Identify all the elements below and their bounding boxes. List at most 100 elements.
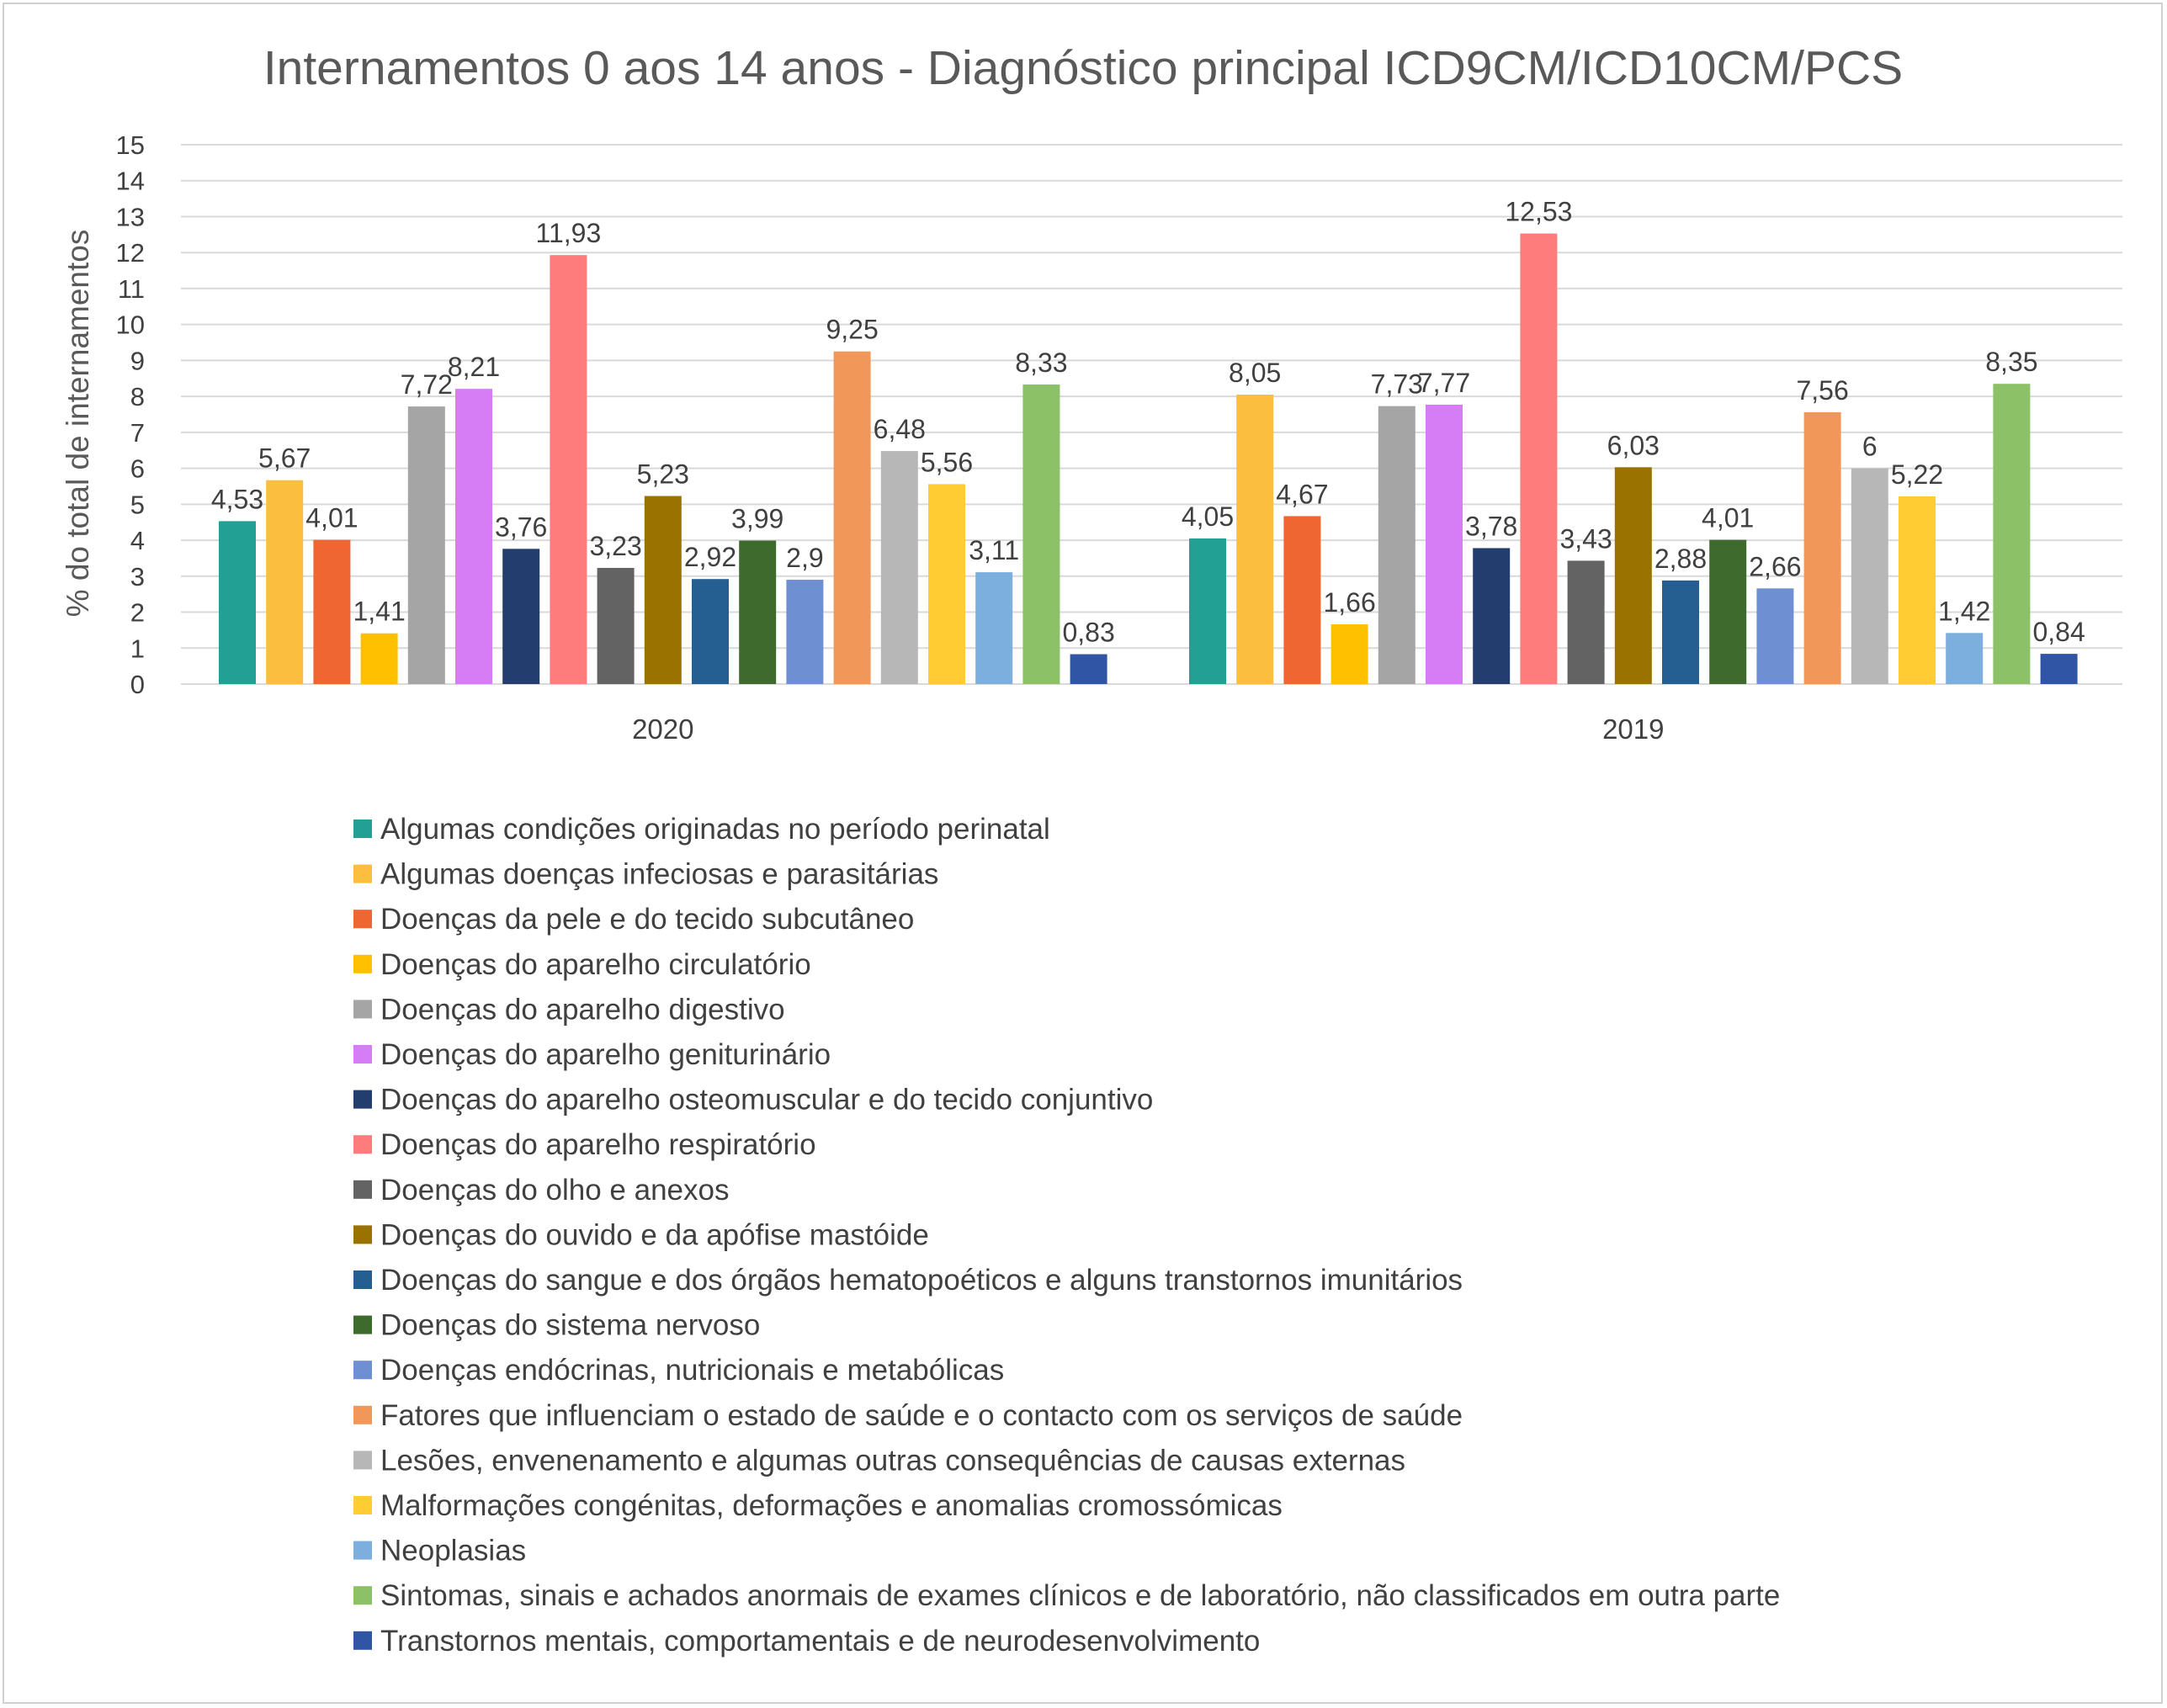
data-label: 2,66 <box>1749 551 1801 581</box>
data-label: 2,88 <box>1654 544 1707 574</box>
data-label: 9,25 <box>826 315 878 345</box>
bar <box>1756 588 1794 684</box>
bar <box>360 633 398 684</box>
bar <box>1567 560 1605 684</box>
bar <box>1946 633 1984 684</box>
bar <box>1851 468 1888 684</box>
bar <box>1189 538 1226 684</box>
data-label: 3,11 <box>969 535 1019 565</box>
bar <box>313 539 351 684</box>
y-tick-label: 0 <box>130 670 145 699</box>
bar <box>455 389 492 684</box>
legend-label: Doenças do aparelho respiratório <box>380 1128 816 1161</box>
legend-swatch <box>353 1361 372 1380</box>
legend-swatch <box>353 1045 372 1064</box>
legend-swatch <box>353 1270 372 1289</box>
y-axis-label: % do total de internamentos <box>61 230 95 618</box>
data-label: 4,01 <box>305 503 358 533</box>
data-label: 7,73 <box>1371 369 1423 400</box>
bar <box>219 521 256 684</box>
bar <box>928 484 965 684</box>
legend-swatch <box>353 1225 372 1244</box>
data-label: 3,43 <box>1559 523 1612 554</box>
data-label: 2,92 <box>684 542 736 572</box>
bar <box>786 580 824 684</box>
y-tick-label: 1 <box>130 634 145 663</box>
data-label: 3,23 <box>589 531 641 561</box>
data-labels: 4,53 5,67 4,01 1,41 7,728,21 3,76 11,93 3,23 5,2… <box>211 197 2085 648</box>
bar <box>1022 385 1060 684</box>
data-label: 5,23 <box>637 459 689 490</box>
legend-label: Algumas doenças infeciosas e parasitária… <box>380 858 938 891</box>
legend-label: Doenças do aparelho digestivo <box>380 993 785 1026</box>
bar <box>833 351 871 684</box>
data-label: 8,21 <box>448 352 500 382</box>
y-tick-label: 15 <box>116 130 145 160</box>
legend-swatch <box>353 1090 372 1109</box>
bar <box>266 480 304 684</box>
bar <box>1993 384 2031 684</box>
data-label: 3,76 <box>495 512 547 542</box>
bar <box>1662 580 1699 684</box>
legend-swatch <box>353 864 372 883</box>
bar <box>1070 654 1107 684</box>
y-tick-label: 10 <box>116 310 145 340</box>
data-label: 7,56 <box>1796 375 1848 406</box>
legend-label: Doenças do aparelho osteomuscular e do t… <box>380 1084 1153 1117</box>
data-label: 1,42 <box>1938 596 1990 626</box>
bar <box>550 255 587 684</box>
legend-swatch <box>353 1180 372 1199</box>
bar <box>1520 233 1558 684</box>
bar <box>1899 496 1936 684</box>
bar <box>1330 624 1368 684</box>
data-label: 6,03 <box>1607 430 1660 460</box>
x-axis-categories: 2020 2019 <box>632 713 1664 745</box>
x-category-label: 2020 <box>632 713 693 745</box>
y-tick-label: 8 <box>130 382 145 411</box>
legend-label: Doenças do olho e anexos <box>380 1174 729 1207</box>
y-tick-label: 4 <box>130 526 145 555</box>
legend-swatch <box>353 1135 372 1154</box>
bar <box>1614 467 1652 684</box>
data-label: 4,67 <box>1276 479 1328 509</box>
legend-label: Neoplasias <box>380 1535 526 1567</box>
legend-swatch <box>353 1000 372 1019</box>
legend-label: Lesões, envenenamento e algumas outras c… <box>380 1444 1405 1477</box>
data-label: 1,66 <box>1323 587 1375 618</box>
data-label: 7,77 <box>1418 368 1470 398</box>
data-label: 12,53 <box>1505 197 1572 227</box>
bar <box>2040 654 2078 684</box>
data-label: 4,01 <box>1702 503 1754 533</box>
legend-swatch <box>353 820 372 838</box>
data-label: 8,33 <box>1015 347 1067 378</box>
y-tick-label: 13 <box>116 202 145 231</box>
legend-swatch <box>353 954 372 973</box>
legend-label: Transtornos mentais, comportamentais e d… <box>380 1625 1260 1658</box>
legend-swatch <box>353 1631 372 1650</box>
legend-swatch <box>353 1496 372 1514</box>
y-tick-label: 12 <box>116 238 145 268</box>
legend-label: Doenças endócrinas, nutricionais e metab… <box>380 1354 1004 1387</box>
data-label: 6,48 <box>874 414 926 444</box>
bar <box>692 579 729 684</box>
y-tick-label: 7 <box>130 418 145 448</box>
legend-label: Doenças do sangue e dos órgãos hematopoé… <box>380 1264 1463 1297</box>
bar <box>975 572 1013 684</box>
legend-label: Malformações congénitas, deformações e a… <box>380 1489 1283 1522</box>
bar <box>597 567 635 684</box>
bar <box>739 540 777 684</box>
bar <box>502 549 540 684</box>
legend: Algumas condições originadas no período … <box>353 813 1780 1658</box>
x-category-label: 2019 <box>1602 713 1664 745</box>
data-label: 1,41 <box>353 597 405 627</box>
data-label: 4,53 <box>211 484 263 514</box>
bar <box>1426 404 1463 684</box>
y-tick-label: 9 <box>130 346 145 375</box>
legend-label: Algumas condições originadas no período … <box>380 813 1050 846</box>
legend-label: Doenças do ouvido e da apófise mastóide <box>380 1218 929 1251</box>
legend-swatch <box>353 1315 372 1334</box>
y-tick-label: 14 <box>116 167 145 196</box>
data-label: 3,99 <box>731 503 783 533</box>
